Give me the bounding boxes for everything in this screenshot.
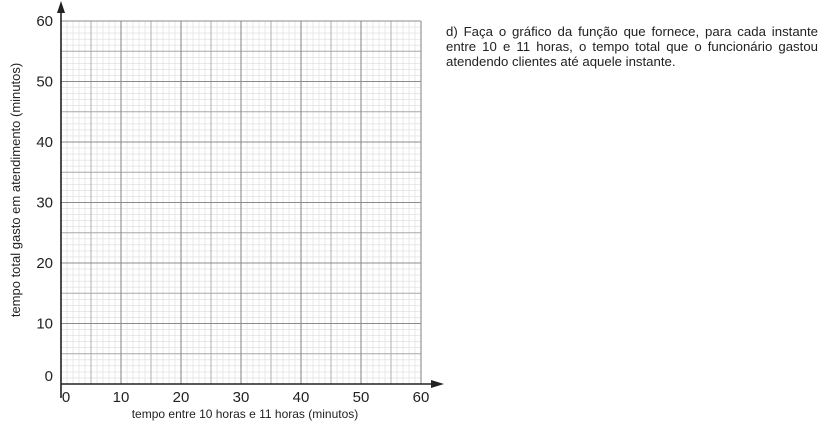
x-tick-label: 20	[173, 389, 190, 406]
x-tick-label: 0	[62, 389, 70, 406]
y-tick-label: 30	[36, 195, 53, 212]
x-tick-label: 30	[233, 389, 250, 406]
y-tick-label: 20	[36, 255, 53, 272]
question-text: d) Faça o gráfico da função que fornece,…	[446, 24, 818, 70]
x-tick-label: 40	[293, 389, 310, 406]
y-tick-label: 0	[45, 368, 53, 385]
y-axis-label: tempo total gasto em atendimento (minuto…	[8, 63, 23, 317]
x-axis-label: tempo entre 10 horas e 11 horas (minutos…	[132, 407, 359, 421]
y-tick-labels: 0 10 20 30 40 50 60	[36, 13, 53, 385]
axes	[57, 1, 444, 398]
x-tick-labels: 0 10 20 30 40 50 60	[62, 389, 430, 406]
y-axis-arrow	[57, 1, 65, 13]
x-tick-label: 50	[353, 389, 370, 406]
x-axis-arrow	[431, 380, 444, 388]
y-tick-label: 10	[36, 316, 53, 333]
y-tick-label: 40	[36, 134, 53, 151]
y-tick-label: 60	[36, 13, 53, 30]
x-tick-label: 10	[113, 389, 130, 406]
y-tick-label: 50	[36, 74, 53, 91]
x-tick-label: 60	[413, 389, 430, 406]
